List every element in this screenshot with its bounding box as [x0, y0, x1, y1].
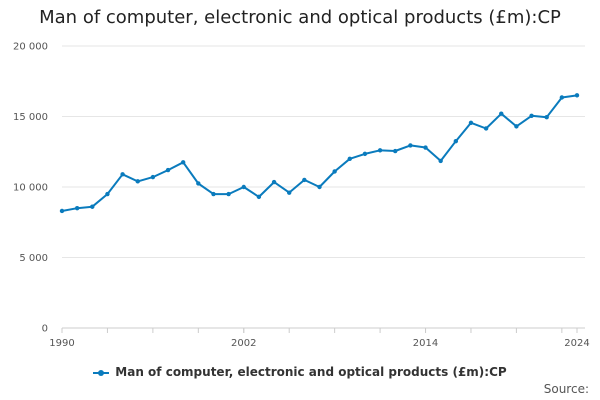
data-point	[514, 124, 519, 129]
data-point	[499, 111, 504, 116]
data-point	[423, 145, 428, 150]
data-point	[90, 204, 95, 209]
data-point	[393, 148, 398, 154]
series-group	[59, 93, 580, 214]
data-point	[165, 167, 171, 173]
x-axis-tick-labels: 1990 2002 2014 2024	[49, 338, 589, 349]
data-point	[574, 93, 580, 98]
data-point	[317, 184, 322, 190]
data-point	[453, 138, 459, 144]
data-point	[59, 208, 65, 214]
data-point	[483, 126, 489, 131]
x-tick-label: 2002	[231, 338, 256, 349]
data-point	[256, 194, 262, 200]
data-point	[302, 177, 307, 183]
data-point	[332, 169, 337, 174]
y-tick-label: 10 000	[13, 183, 48, 194]
data-point	[408, 143, 413, 148]
data-point	[196, 181, 201, 186]
data-point	[135, 179, 140, 184]
data-point	[377, 148, 383, 153]
data-point	[150, 174, 156, 180]
data-point	[226, 191, 231, 197]
data-point	[241, 184, 246, 190]
data-point	[362, 151, 368, 157]
data-point	[347, 156, 352, 161]
x-tick-label: 1990	[49, 338, 74, 349]
y-tick-label: 20 000	[13, 42, 48, 53]
source-label: Source:	[543, 382, 589, 396]
data-point	[529, 113, 534, 118]
data-point	[544, 115, 549, 120]
data-point	[468, 120, 474, 126]
grid-lines	[62, 45, 585, 258]
y-tick-label: 5 000	[19, 253, 48, 264]
x-tick-label: 2014	[413, 338, 438, 349]
data-point	[105, 191, 110, 197]
data-point	[271, 179, 277, 185]
data-point	[287, 190, 292, 195]
y-tick-label: 0	[42, 324, 48, 335]
data-point	[74, 205, 80, 211]
chart-title: Man of computer, electronic and optical …	[39, 7, 561, 28]
legend-swatch-icon	[93, 368, 110, 378]
x-tick-label: 2024	[564, 338, 589, 349]
data-point	[120, 172, 125, 177]
data-point	[559, 95, 565, 100]
legend-label: Man of computer, electronic and optical …	[115, 365, 507, 379]
legend[interactable]: Man of computer, electronic and optical …	[0, 365, 600, 379]
data-point	[211, 191, 216, 197]
data-point	[180, 160, 186, 165]
y-axis-tick-labels: 0 5 000 10 000 15 000 20 000	[13, 42, 48, 335]
x-axis	[61, 327, 585, 333]
data-point	[438, 158, 443, 164]
y-tick-label: 15 000	[13, 112, 48, 123]
